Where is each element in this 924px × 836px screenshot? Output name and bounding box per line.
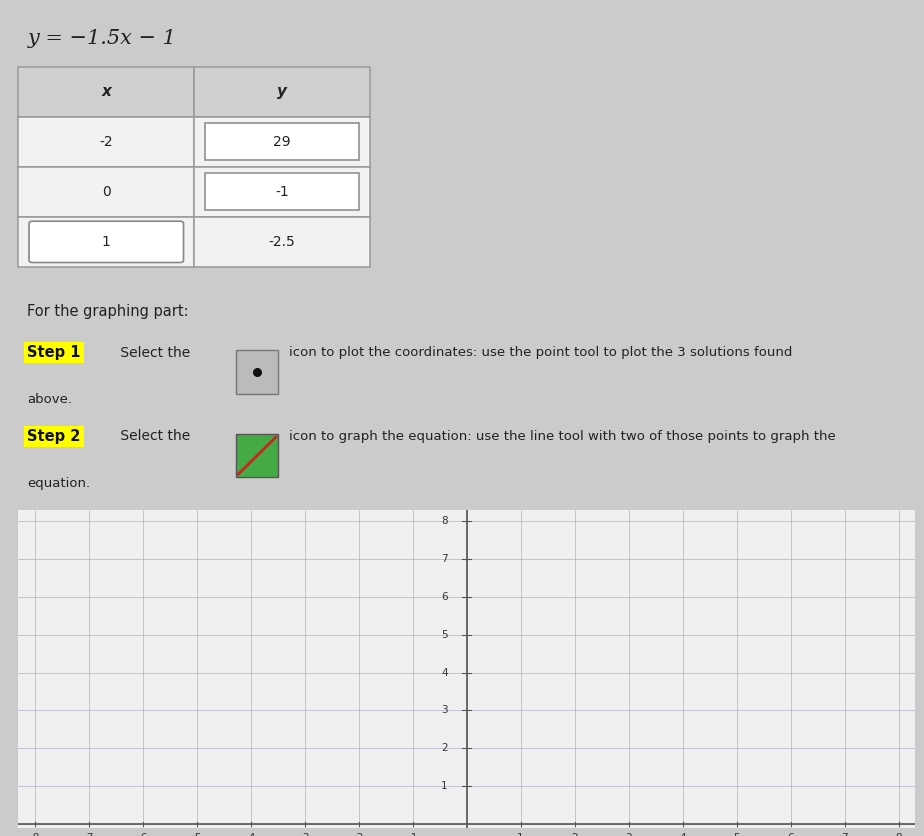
Text: -5: -5	[191, 833, 201, 836]
Text: y = −1.5x − 1: y = −1.5x − 1	[28, 28, 176, 48]
FancyBboxPatch shape	[194, 167, 370, 217]
Text: 4: 4	[441, 668, 448, 678]
Text: -2.5: -2.5	[269, 235, 295, 249]
Text: icon to plot the coordinates: use the point tool to plot the 3 solutions found: icon to plot the coordinates: use the po…	[289, 346, 793, 359]
Text: -3: -3	[299, 833, 310, 836]
Text: 6: 6	[787, 833, 794, 836]
Text: 1: 1	[102, 235, 111, 249]
Text: equation.: equation.	[28, 477, 91, 490]
Text: 29: 29	[273, 135, 291, 149]
Text: 0: 0	[102, 185, 111, 199]
Text: -7: -7	[83, 833, 94, 836]
Text: 7: 7	[441, 554, 448, 564]
Text: 8: 8	[441, 517, 448, 527]
Text: 1: 1	[441, 781, 448, 791]
Text: Select the: Select the	[116, 346, 190, 359]
Text: 5: 5	[441, 630, 448, 640]
FancyBboxPatch shape	[194, 117, 370, 167]
Text: 7: 7	[841, 833, 848, 836]
FancyBboxPatch shape	[18, 67, 194, 117]
Text: -8: -8	[30, 833, 40, 836]
Text: -4: -4	[246, 833, 256, 836]
Text: 5: 5	[734, 833, 740, 836]
Text: -1: -1	[275, 185, 288, 199]
FancyBboxPatch shape	[236, 434, 278, 477]
Text: 8: 8	[895, 833, 902, 836]
FancyBboxPatch shape	[18, 167, 194, 217]
Text: 2: 2	[441, 743, 448, 753]
FancyBboxPatch shape	[194, 67, 370, 117]
Text: 2: 2	[571, 833, 578, 836]
FancyBboxPatch shape	[194, 217, 370, 267]
Text: For the graphing part:: For the graphing part:	[28, 304, 189, 319]
Text: Select the: Select the	[116, 430, 190, 443]
FancyBboxPatch shape	[18, 217, 194, 267]
Text: -6: -6	[138, 833, 148, 836]
Text: 4: 4	[679, 833, 686, 836]
Text: Step 1: Step 1	[28, 345, 81, 360]
Text: -2: -2	[100, 135, 113, 149]
Text: y: y	[277, 84, 286, 99]
FancyBboxPatch shape	[204, 124, 359, 161]
Text: 3: 3	[441, 706, 448, 716]
Text: -1: -1	[407, 833, 418, 836]
Text: x: x	[102, 84, 111, 99]
Text: above.: above.	[28, 393, 72, 406]
Text: icon to graph the equation: use the line tool with two of those points to graph : icon to graph the equation: use the line…	[289, 430, 836, 443]
FancyBboxPatch shape	[236, 350, 278, 394]
Text: 1: 1	[517, 833, 524, 836]
Text: Step 2: Step 2	[28, 429, 80, 444]
FancyBboxPatch shape	[29, 222, 184, 263]
Text: 3: 3	[626, 833, 632, 836]
FancyBboxPatch shape	[204, 173, 359, 211]
Text: 6: 6	[441, 592, 448, 602]
Text: -2: -2	[354, 833, 364, 836]
FancyBboxPatch shape	[18, 117, 194, 167]
